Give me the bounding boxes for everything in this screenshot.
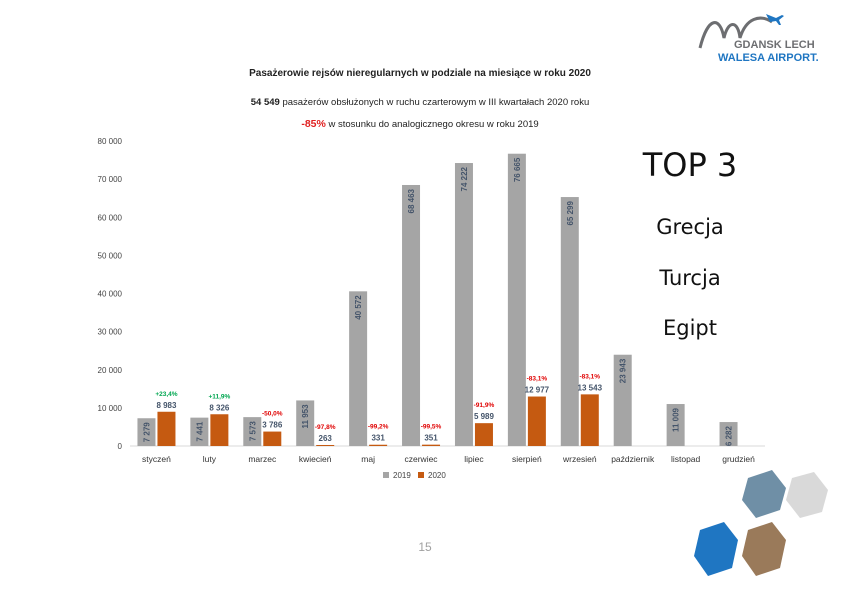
bar-label-2020: 3 786 — [262, 421, 283, 430]
change-label: -91,9% — [474, 402, 495, 409]
change-line: -85% w stosunku do analogicznego okresu … — [160, 118, 680, 130]
hexagon-grey — [786, 472, 828, 518]
legend-swatch-2019 — [383, 472, 389, 478]
bar-label-2019: 23 943 — [619, 358, 628, 383]
change-label: -50,0% — [262, 411, 283, 418]
bar-label-2020: 5 989 — [474, 412, 495, 421]
logo-line2: WALESA AIRPORT. — [718, 52, 819, 64]
decorative-hexagons — [694, 470, 828, 576]
airport-logo: GDANSK LECH WALESA AIRPORT. — [698, 14, 819, 64]
change-value: -85% — [301, 118, 326, 130]
y-tick-label: 0 — [118, 442, 123, 451]
x-tick-label: wrzesień — [562, 454, 597, 464]
x-tick-label: czerwiec — [405, 454, 439, 464]
bar-2019 — [243, 417, 262, 446]
top3-item-2: Turcja — [659, 266, 721, 290]
x-tick-label: grudzień — [722, 454, 755, 464]
bar-2020 — [580, 394, 599, 446]
x-tick-label: maj — [361, 454, 375, 464]
bar-label-2020: 8 326 — [209, 403, 230, 412]
bar-label-2020: 331 — [371, 434, 385, 443]
legend-swatch-2020 — [418, 472, 424, 478]
bar-label-2019: 65 299 — [566, 200, 575, 225]
bar-label-2019: 74 222 — [460, 166, 469, 191]
y-tick-label: 60 000 — [98, 213, 123, 222]
bar-2020 — [263, 431, 282, 446]
legend-label-2019: 2019 — [393, 471, 411, 480]
bar-2019 — [137, 418, 156, 446]
y-tick-label: 20 000 — [98, 366, 123, 375]
bar-label-2020: 12 977 — [525, 386, 550, 395]
bar-label-2019: 76 665 — [513, 157, 522, 182]
bar-label-2019: 6 282 — [725, 426, 734, 447]
bar-label-2019: 40 572 — [354, 295, 363, 320]
bar-2020 — [157, 411, 176, 446]
top3-item-3: Egipt — [663, 316, 717, 340]
x-tick-label: listopad — [671, 454, 701, 464]
bar-label-2019: 68 463 — [407, 188, 416, 213]
bar-2019 — [454, 163, 473, 446]
y-tick-label: 40 000 — [98, 290, 123, 299]
summary-number: 54 549 — [250, 97, 280, 108]
bar-label-2020: 8 983 — [156, 401, 177, 410]
change-label: -83,1% — [579, 373, 600, 380]
y-tick-label: 10 000 — [98, 404, 123, 413]
bar-2020 — [369, 444, 388, 446]
bar-label-2019: 7 279 — [142, 422, 151, 443]
bar-2019 — [560, 197, 579, 446]
legend-label-2020: 2020 — [428, 471, 446, 480]
top3-title: TOP 3 — [642, 146, 738, 184]
summary-line: 54 549 pasażerów obsłużonych w ruchu cza… — [160, 97, 680, 108]
bar-2020 — [527, 396, 546, 446]
change-label: -99,2% — [368, 424, 389, 431]
hexagon-blue — [694, 522, 738, 576]
bar-label-2020: 13 543 — [578, 383, 603, 392]
top3-item-1: Grecja — [656, 215, 724, 239]
x-tick-label: kwiecień — [299, 454, 332, 464]
change-label: +11,9% — [208, 393, 230, 400]
bar-label-2020: 351 — [424, 434, 438, 443]
bar-label-2019: 11 009 — [672, 407, 681, 432]
bar-2019 — [507, 153, 526, 446]
page-number: 15 — [418, 540, 432, 554]
bar-2019 — [402, 184, 421, 447]
change-label: -83,1% — [527, 376, 548, 383]
x-tick-label: marzec — [248, 454, 277, 464]
bar-2020 — [316, 444, 335, 446]
x-tick-label: sierpień — [512, 454, 542, 464]
bar-2019 — [190, 417, 209, 446]
y-tick-label: 80 000 — [98, 137, 123, 146]
bar-2019 — [666, 404, 685, 446]
bar-label-2019: 7 441 — [195, 421, 204, 442]
change-label: -99,5% — [421, 424, 442, 431]
x-tick-label: październik — [611, 454, 655, 464]
bar-2019 — [613, 354, 632, 446]
logo-swoosh — [698, 16, 773, 49]
bar-label-2019: 7 573 — [248, 421, 257, 442]
bar-2020 — [422, 444, 441, 446]
change-label: +23,4% — [155, 391, 177, 398]
plane-icon — [766, 14, 784, 25]
summary-text: pasażerów obsłużonych w ruchu czarterowy… — [282, 97, 590, 108]
y-tick-label: 50 000 — [98, 251, 123, 260]
x-tick-label: lipiec — [464, 454, 484, 464]
bar-2020 — [474, 423, 493, 446]
bar-2020 — [210, 414, 229, 446]
change-text: w stosunku do analogicznego okresu w rok… — [328, 119, 539, 130]
x-tick-label: luty — [203, 454, 217, 464]
logo-line1: GDANSK LECH — [734, 39, 815, 51]
hexagon-photo-terminal — [742, 522, 786, 576]
y-tick-label: 30 000 — [98, 328, 123, 337]
bar-label-2020: 263 — [319, 434, 333, 443]
bar-2019 — [296, 400, 315, 446]
x-tick-label: styczeń — [142, 454, 171, 464]
change-label: -97,8% — [315, 424, 336, 431]
hexagon-photo-plane — [742, 470, 786, 518]
bar-2019 — [349, 291, 368, 446]
bar-2019 — [719, 422, 738, 446]
chart-title: Pasażerowie rejsów nieregularnych w podz… — [249, 68, 591, 79]
y-tick-label: 70 000 — [98, 175, 123, 184]
bar-label-2019: 11 953 — [301, 404, 310, 429]
